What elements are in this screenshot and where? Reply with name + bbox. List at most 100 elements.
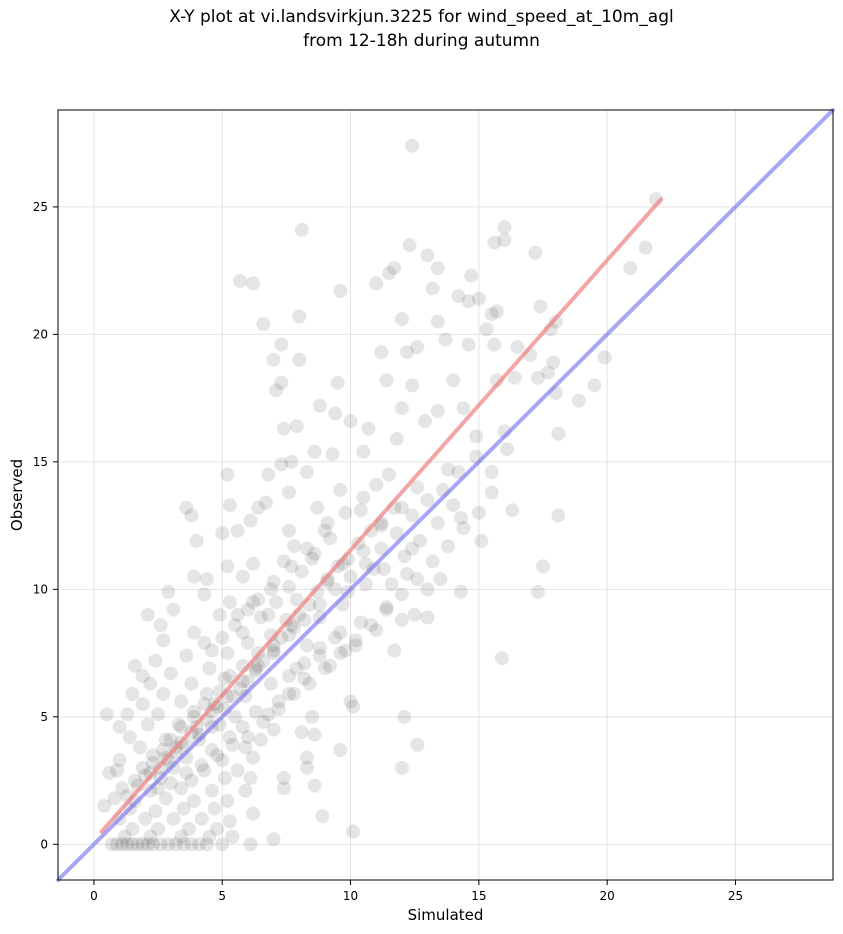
scatter-point [253,610,268,625]
scatter-point [397,549,412,564]
scatter-point [153,618,168,633]
y-tick-label: 15 [33,455,48,469]
scatter-point [110,837,125,852]
scatter-point [400,345,415,360]
scatter-point [333,284,348,299]
scatter-point [240,730,255,745]
scatter-point [210,822,225,837]
scatter-point [494,651,509,666]
scatter-point [199,837,214,852]
scatter-point [138,811,153,826]
scatter-point [271,694,286,709]
scatter-point [328,630,343,645]
fit-lines [56,108,835,882]
scatter-point [133,740,148,755]
scatter-point [310,500,325,515]
scatter-point [323,658,338,673]
x-tick-label: 10 [343,889,358,903]
scatter-point [184,773,199,788]
scatter-point [289,661,304,676]
scatter-point [353,615,368,630]
scatter-point [145,755,160,770]
scatter-point [484,485,499,500]
scatter-point [302,676,317,691]
scatter-point [199,572,214,587]
scatter-point [364,618,379,633]
scatter-point [510,340,525,355]
scatter-point [410,480,425,495]
scatter-point [99,707,114,722]
scatter-point [297,612,312,627]
scatter-point [243,771,258,786]
scatter-point [361,421,376,436]
scatter-point [228,618,243,633]
scatter-point [261,607,276,622]
scatter-point [176,837,191,852]
scatter-point [230,607,245,622]
scatter-point [269,595,284,610]
scatter-point [181,822,196,837]
scatter-point [151,707,166,722]
scatter-point [307,444,322,459]
scatter-point [453,510,468,525]
scatter-point [197,697,212,712]
scatter-point [187,704,202,719]
scatter-point [112,720,127,735]
scatter-point [187,793,202,808]
scatter-point [176,801,191,816]
scatter-point [261,707,276,722]
scatter-point [261,467,276,482]
scatter-point [387,643,402,658]
scatter-point [430,314,445,329]
scatter-point [284,559,299,574]
scatter-point [407,607,422,622]
scatter-point [276,771,291,786]
scatter-point [135,760,150,775]
scatter-point [479,322,494,337]
scatter-point [274,337,289,352]
scatter-point [438,332,453,347]
scatter-point [358,577,373,592]
scatter-point [266,646,281,661]
scatter-point [530,370,545,385]
scatter-point [220,559,235,574]
scatter-point [166,811,181,826]
scatter-point [204,783,219,798]
scatter-point [230,523,245,538]
scatter-point [287,538,302,553]
scatter-point [179,500,194,515]
scatter-point [405,508,420,523]
scatter-point [551,426,566,441]
scatter-point [356,444,371,459]
scatter-point [187,569,202,584]
scatter-point [405,378,420,393]
scatter-point [471,505,486,520]
chart-title-line-1: X-Y plot at vi.landsvirkjun.3225 for win… [169,7,674,27]
scatter-point [161,837,176,852]
scatter-point [441,538,456,553]
scatter-point [207,801,222,816]
scatter-point [246,750,261,765]
scatter-point [353,503,368,518]
scatter-point [235,625,250,640]
scatter-point [274,457,289,472]
scatter-point [425,281,440,296]
scatter-point [533,299,548,314]
scatter-point [456,521,471,536]
x-axis-label: Simulated [408,906,484,924]
scatter-point [225,829,240,844]
grid [58,110,833,880]
scatter-point [379,373,394,388]
scatter-point [528,245,543,260]
scatter-point [430,516,445,531]
scatter-point [484,465,499,480]
y-axis-label: Observed [8,459,26,531]
scatter-point [500,442,515,457]
scatter-point [338,505,353,520]
scatter-point [446,498,461,513]
scatter-point [266,574,281,589]
scatter-point [402,238,417,253]
scatter-point [246,556,261,571]
scatter-point [184,676,199,691]
scatter-point [623,261,638,276]
